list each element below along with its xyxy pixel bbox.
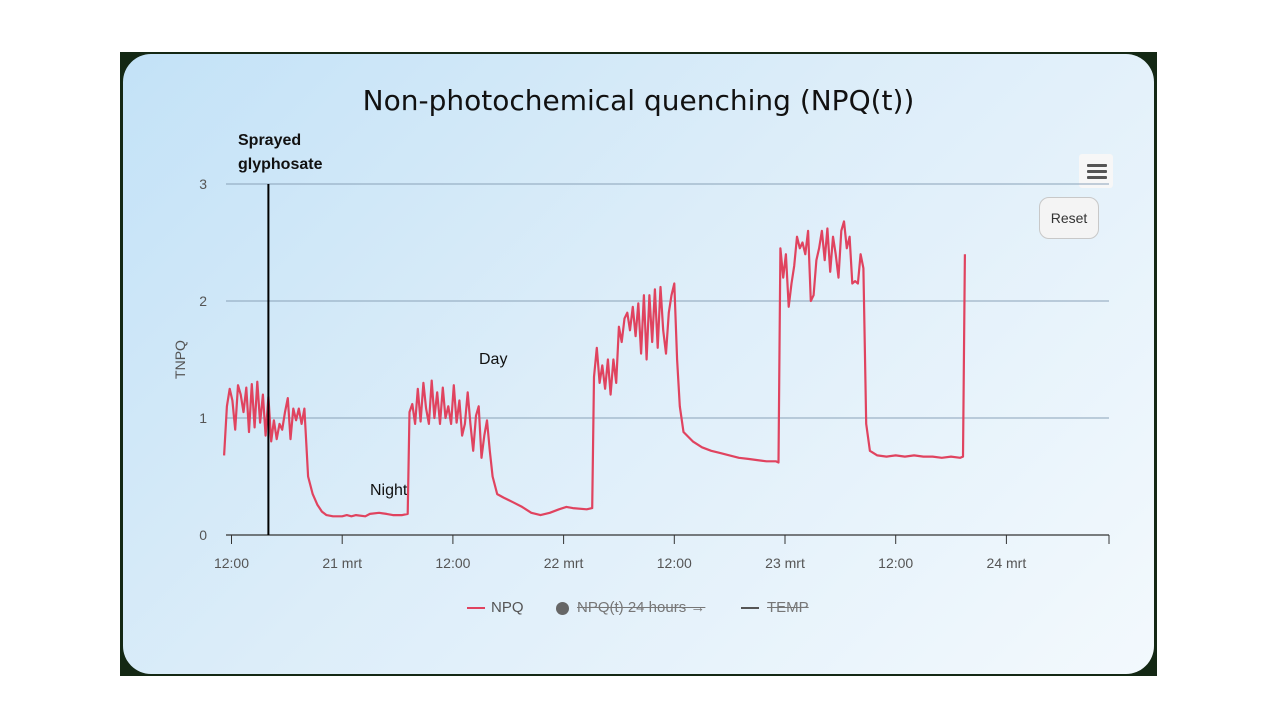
x-tick-label: 24 mrt	[987, 555, 1027, 571]
y-axis-label: TNPQ	[172, 340, 188, 379]
night-annotation: Night	[370, 482, 408, 499]
chart-title: Non-photochemical quenching (NPQ(t))	[362, 84, 915, 117]
x-tick-label: 23 mrt	[765, 555, 805, 571]
hamburger-icon-bar	[1087, 164, 1107, 167]
legend-npq-line-icon	[467, 607, 485, 610]
x-tick-label: 12:00	[657, 555, 692, 571]
chart-menu-button[interactable]	[1079, 154, 1113, 188]
chart-card: Non-photochemical quenching (NPQ(t)) Spr…	[123, 54, 1154, 674]
chart-plot: 0 1 2 3 TNPQ 12:00 21 mrt 12:00 22 mrt 12:00 23 mr…	[172, 176, 1110, 571]
sprayed-annotation-line1: Sprayed	[238, 132, 302, 149]
legend-npq-label: NPQ	[491, 599, 524, 616]
x-tick-label: 12:00	[214, 555, 249, 571]
series-npq-line	[223, 220, 966, 518]
reset-zoom-button[interactable]: Reset	[1039, 197, 1099, 239]
y-tick-label: 1	[199, 410, 207, 426]
legend-temp[interactable]: TEMP	[741, 599, 809, 616]
x-tick-label: 22 mrt	[544, 555, 584, 571]
x-tick-label: 12:00	[435, 555, 470, 571]
y-tick-label: 3	[199, 176, 207, 192]
x-tick-label: 12:00	[878, 555, 913, 571]
hamburger-icon-bar	[1087, 170, 1107, 173]
day-annotation: Day	[479, 351, 508, 368]
legend-circle-icon	[556, 601, 569, 615]
x-tick-label: 21 mrt	[322, 555, 362, 571]
legend-npq[interactable]: NPQ	[467, 599, 524, 616]
legend-temp-label: TEMP	[767, 599, 809, 616]
y-tick-label: 0	[199, 527, 207, 543]
sprayed-annotation-line2: glyphosate	[238, 156, 323, 173]
legend-temp-line-icon	[741, 607, 759, 610]
legend-npq-24h-label: NPQ(t) 24 hours →	[577, 599, 706, 616]
y-tick-label: 2	[199, 293, 207, 309]
hamburger-icon-bar	[1087, 176, 1107, 179]
legend-npq-24h[interactable]: NPQ(t) 24 hours →	[556, 599, 705, 616]
